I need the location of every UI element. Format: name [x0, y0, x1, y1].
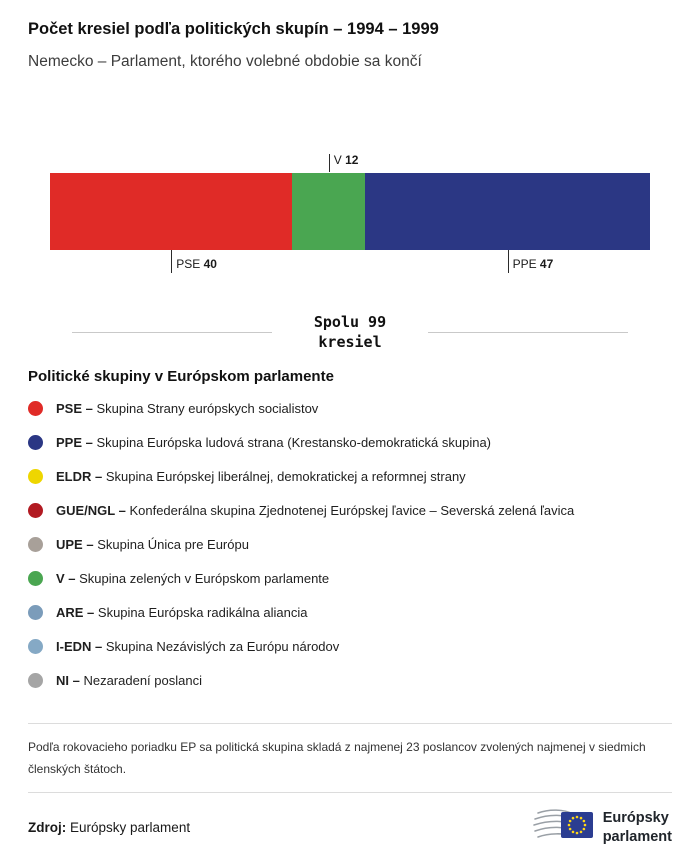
- legend-heading: Politické skupiny v Európskom parlamente: [28, 368, 334, 385]
- legend-item-pse: PSE – Skupina Strany európskych socialis…: [28, 391, 672, 425]
- legend-label: V – Skupina zelených v Európskom parlame…: [56, 570, 330, 586]
- left-rule: [72, 331, 272, 333]
- stacked-bar: [50, 173, 650, 250]
- total-seats-row: Spolu 99 kresiel: [72, 312, 628, 352]
- legend-item-v: V – Skupina zelených v Európskom parlame…: [28, 561, 672, 595]
- legend-item-eldr: ELDR – Skupina Európskej liberálnej, dem…: [28, 459, 672, 493]
- source-value: Európsky parlament: [70, 820, 191, 835]
- bar-labels-above: V 12: [50, 149, 650, 173]
- ep-logo-wordmark: Európsky parlament: [602, 810, 672, 845]
- legend-dot-ppe: [28, 434, 43, 450]
- legend-item-are: ARE – Skupina Európska radikálna alianci…: [28, 595, 672, 629]
- legend-dot-guengl: [28, 502, 43, 518]
- legend-item-guengl: GUE/NGL – Konfederálna skupina Zjednoten…: [28, 493, 672, 527]
- bar-segment-v[interactable]: [292, 173, 366, 250]
- legend-label: GUE/NGL – Konfederálna skupina Zjednoten…: [56, 502, 575, 518]
- legend-label: ELDR – Skupina Európskej liberálnej, dem…: [56, 468, 466, 484]
- legend-dot-v: [28, 570, 43, 586]
- tick-mark: [328, 154, 330, 172]
- legend-dot-are: [28, 604, 43, 620]
- legend-item-ni: NI – Nezaradení poslanci: [28, 663, 672, 697]
- infographic-page: Počet kresiel podľa politických skupín –…: [28, 20, 672, 845]
- right-rule: [428, 331, 628, 333]
- total-seats-line1: Spolu 99: [313, 313, 387, 331]
- footer: Zdroj: Európsky parlament: [28, 805, 672, 850]
- tick-mark: [171, 250, 173, 273]
- bar-label-text: PSE 40: [176, 257, 217, 271]
- bar-labels-below: PSE 40 PPE 47: [50, 250, 650, 282]
- bar-segment-ppe[interactable]: [365, 173, 650, 250]
- divider-top: [28, 723, 672, 724]
- legend-label: UPE – Skupina Única pre Európu: [56, 536, 249, 552]
- source-line: Zdroj: Európsky parlament: [28, 820, 190, 835]
- legend-dot-upe: [28, 536, 43, 552]
- divider-bottom: [28, 792, 672, 793]
- legend-dot-pse: [28, 400, 43, 416]
- tick-mark: [507, 250, 509, 273]
- bar-label-text: V 12: [333, 153, 359, 167]
- seat-chart: V 12 PSE 40 PPE 47: [28, 149, 672, 282]
- footnote: Podľa rokovacieho poriadku EP sa politic…: [28, 740, 646, 776]
- legend-item-iedn: I-EDN – Skupina Nezávislých za Európu ná…: [28, 629, 672, 663]
- legend-dot-iedn: [28, 638, 43, 654]
- bar-label-v: V 12: [328, 153, 359, 172]
- legend-dot-eldr: [28, 468, 43, 484]
- page-subtitle: Nemecko – Parlament, ktorého volebné obd…: [28, 53, 422, 70]
- total-seats-label: Spolu 99 kresiel: [314, 312, 386, 352]
- legend: Politické skupiny v Európskom parlamente…: [28, 368, 672, 697]
- legend-label: PPE – Skupina Európska ludová strana (Kr…: [56, 434, 492, 450]
- legend-label: I-EDN – Skupina Nezávislých za Európu ná…: [56, 638, 340, 654]
- source-label: Zdroj:: [28, 820, 67, 835]
- legend-list: PSE – Skupina Strany európskych socialis…: [28, 391, 672, 697]
- legend-dot-ni: [28, 672, 43, 688]
- legend-item-upe: UPE – Skupina Única pre Európu: [28, 527, 672, 561]
- bar-label-ppe: PPE 47: [507, 250, 554, 273]
- page-title: Počet kresiel podľa politických skupín –…: [28, 20, 439, 38]
- total-seats-line2: kresiel: [318, 333, 382, 351]
- ep-logo-icon: [531, 805, 595, 850]
- seat-chart-bar-area: V 12 PSE 40 PPE 47: [50, 149, 650, 282]
- legend-item-ppe: PPE – Skupina Európska ludová strana (Kr…: [28, 425, 672, 459]
- ep-logo-group: Európsky parlament: [531, 805, 672, 850]
- legend-label: NI – Nezaradení poslanci: [56, 672, 202, 688]
- bar-label-text: PPE 47: [512, 257, 554, 271]
- legend-label: PSE – Skupina Strany európskych socialis…: [56, 400, 319, 416]
- legend-label: ARE – Skupina Európska radikálna alianci…: [56, 604, 308, 620]
- bar-label-pse: PSE 40: [171, 250, 217, 273]
- bar-segment-pse[interactable]: [50, 173, 293, 250]
